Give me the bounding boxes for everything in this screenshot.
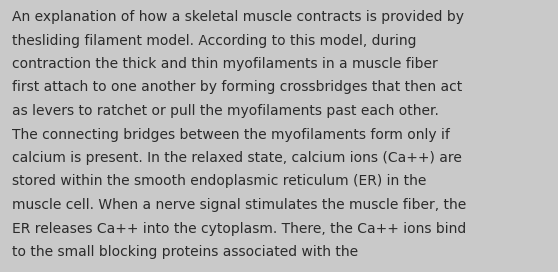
Text: An explanation of how a skeletal muscle contracts is provided by: An explanation of how a skeletal muscle … — [12, 10, 464, 24]
Text: The connecting bridges between the myofilaments form only if: The connecting bridges between the myofi… — [12, 128, 450, 141]
Text: first attach to one another by forming crossbridges that then act: first attach to one another by forming c… — [12, 81, 462, 94]
Text: thesliding filament model. According to this model, during: thesliding filament model. According to … — [12, 33, 416, 48]
Text: stored within the smooth endoplasmic reticulum (ER) in the: stored within the smooth endoplasmic ret… — [12, 175, 426, 188]
Text: as levers to ratchet or pull the myofilaments past each other.: as levers to ratchet or pull the myofila… — [12, 104, 439, 118]
Text: contraction the thick and thin myofilaments in a muscle fiber: contraction the thick and thin myofilame… — [12, 57, 437, 71]
Text: ER releases Ca++ into the cytoplasm. There, the Ca++ ions bind: ER releases Ca++ into the cytoplasm. The… — [12, 221, 466, 236]
Text: calcium is present. In the relaxed state, calcium ions (Ca++) are: calcium is present. In the relaxed state… — [12, 151, 462, 165]
Text: muscle cell. When a nerve signal stimulates the muscle fiber, the: muscle cell. When a nerve signal stimula… — [12, 198, 466, 212]
Text: to the small blocking proteins associated with the: to the small blocking proteins associate… — [12, 245, 358, 259]
